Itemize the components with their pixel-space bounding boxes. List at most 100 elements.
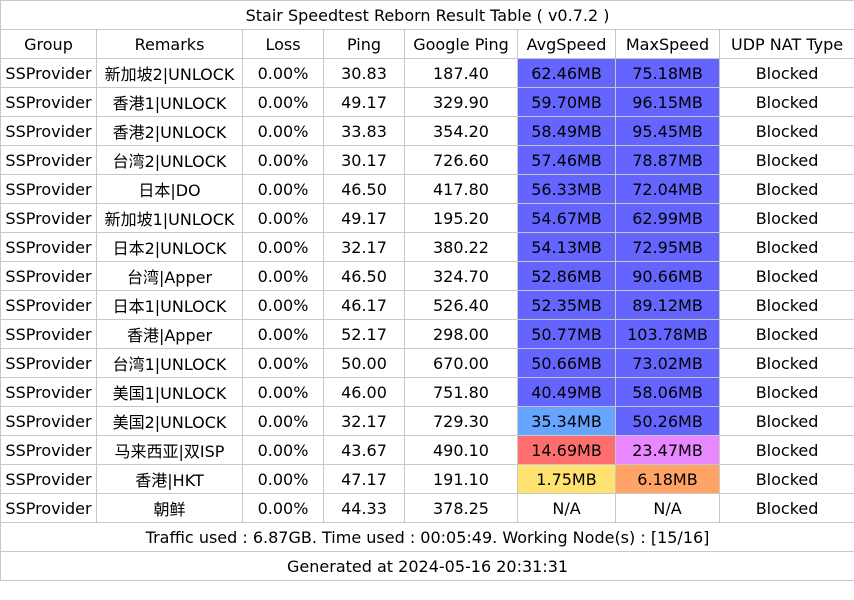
cell-loss: 0.00% <box>242 87 324 117</box>
cell-remarks: 朝鲜 <box>96 493 243 523</box>
cell-avg-speed: 56.33MB <box>517 174 616 204</box>
table-row: SSProvider 美国2|UNLOCK 0.00% 32.17 729.30 35.3… <box>0 406 854 436</box>
cell-max-speed: 73.02MB <box>615 348 720 378</box>
cell-max-speed: 72.95MB <box>615 232 720 262</box>
col-header-udp-nat-type: UDP NAT Type <box>718 29 854 59</box>
cell-avg-speed: N/A <box>517 493 616 523</box>
cell-loss: 0.00% <box>242 493 324 523</box>
cell-ping: 33.83 <box>323 116 405 146</box>
col-header-avg-speed: AvgSpeed <box>517 29 616 59</box>
cell-udp-nat-type: Blocked <box>718 377 854 407</box>
table-row: SSProvider 马来西亚|双ISP 0.00% 43.67 490.10 14.69… <box>0 435 854 465</box>
col-header-group: Group <box>0 29 97 59</box>
cell-google-ping: 195.20 <box>404 203 518 233</box>
cell-ping: 47.17 <box>323 464 405 494</box>
cell-ping: 50.00 <box>323 348 405 378</box>
cell-google-ping: 729.30 <box>404 406 518 436</box>
cell-remarks: 美国2|UNLOCK <box>96 406 243 436</box>
cell-remarks: 日本2|UNLOCK <box>96 232 243 262</box>
traffic-summary: Traffic used : 6.87GB. Time used : 00:05… <box>0 522 854 552</box>
table-row: SSProvider 香港|Apper 0.00% 52.17 298.00 50.77M… <box>0 319 854 349</box>
cell-max-speed: 62.99MB <box>615 203 720 233</box>
cell-ping: 46.50 <box>323 174 405 204</box>
cell-loss: 0.00% <box>242 116 324 146</box>
cell-udp-nat-type: Blocked <box>718 58 854 88</box>
cell-avg-speed: 54.67MB <box>517 203 616 233</box>
cell-ping: 44.33 <box>323 493 405 523</box>
cell-avg-speed: 50.77MB <box>517 319 616 349</box>
cell-max-speed: 89.12MB <box>615 290 720 320</box>
cell-remarks: 日本|DO <box>96 174 243 204</box>
cell-max-speed: 96.15MB <box>615 87 720 117</box>
cell-max-speed: 58.06MB <box>615 377 720 407</box>
cell-max-speed: 23.47MB <box>615 435 720 465</box>
cell-udp-nat-type: Blocked <box>718 203 854 233</box>
cell-group: SSProvider <box>0 174 97 204</box>
cell-avg-speed: 14.69MB <box>517 435 616 465</box>
col-header-ping: Ping <box>323 29 405 59</box>
cell-avg-speed: 40.49MB <box>517 377 616 407</box>
cell-udp-nat-type: Blocked <box>718 145 854 175</box>
table-row: SSProvider 朝鲜 0.00% 44.33 378.25 N/A N/A Blocke… <box>0 493 854 523</box>
table-title: Stair Speedtest Reborn Result Table ( v0… <box>0 0 854 30</box>
cell-max-speed: 6.18MB <box>615 464 720 494</box>
cell-group: SSProvider <box>0 348 97 378</box>
cell-avg-speed: 52.86MB <box>517 261 616 291</box>
cell-avg-speed: 54.13MB <box>517 232 616 262</box>
cell-ping: 46.50 <box>323 261 405 291</box>
cell-loss: 0.00% <box>242 435 324 465</box>
cell-max-speed: N/A <box>615 493 720 523</box>
cell-avg-speed: 35.34MB <box>517 406 616 436</box>
cell-remarks: 台湾1|UNLOCK <box>96 348 243 378</box>
cell-loss: 0.00% <box>242 174 324 204</box>
cell-ping: 30.83 <box>323 58 405 88</box>
col-header-remarks: Remarks <box>96 29 243 59</box>
cell-remarks: 马来西亚|双ISP <box>96 435 243 465</box>
cell-loss: 0.00% <box>242 464 324 494</box>
cell-remarks: 台湾|Apper <box>96 261 243 291</box>
cell-google-ping: 324.70 <box>404 261 518 291</box>
cell-group: SSProvider <box>0 406 97 436</box>
table-row: SSProvider 新加坡2|UNLOCK 0.00% 30.83 187.40 62.… <box>0 58 854 88</box>
cell-remarks: 台湾2|UNLOCK <box>96 145 243 175</box>
cell-max-speed: 78.87MB <box>615 145 720 175</box>
table-row: SSProvider 日本1|UNLOCK 0.00% 46.17 526.40 52.3… <box>0 290 854 320</box>
cell-ping: 32.17 <box>323 232 405 262</box>
cell-loss: 0.00% <box>242 319 324 349</box>
cell-group: SSProvider <box>0 232 97 262</box>
table-row: SSProvider 香港|HKT 0.00% 47.17 191.10 1.75MB 6.… <box>0 464 854 494</box>
col-header-loss: Loss <box>242 29 324 59</box>
cell-group: SSProvider <box>0 319 97 349</box>
cell-group: SSProvider <box>0 58 97 88</box>
cell-group: SSProvider <box>0 145 97 175</box>
cell-udp-nat-type: Blocked <box>718 290 854 320</box>
cell-udp-nat-type: Blocked <box>718 464 854 494</box>
cell-udp-nat-type: Blocked <box>718 319 854 349</box>
cell-ping: 32.17 <box>323 406 405 436</box>
cell-ping: 46.00 <box>323 377 405 407</box>
cell-avg-speed: 52.35MB <box>517 290 616 320</box>
cell-google-ping: 526.40 <box>404 290 518 320</box>
table-row: SSProvider 日本2|UNLOCK 0.00% 32.17 380.22 54.1… <box>0 232 854 262</box>
table-row: SSProvider 台湾2|UNLOCK 0.00% 30.17 726.60 57.4… <box>0 145 854 175</box>
cell-avg-speed: 59.70MB <box>517 87 616 117</box>
header-row: Group Remarks Loss Ping Google Ping AvgS… <box>0 29 854 59</box>
cell-loss: 0.00% <box>242 261 324 291</box>
cell-max-speed: 90.66MB <box>615 261 720 291</box>
title-row: Stair Speedtest Reborn Result Table ( v0… <box>0 0 854 30</box>
cell-max-speed: 75.18MB <box>615 58 720 88</box>
cell-loss: 0.00% <box>242 58 324 88</box>
cell-group: SSProvider <box>0 290 97 320</box>
cell-loss: 0.00% <box>242 406 324 436</box>
cell-google-ping: 298.00 <box>404 319 518 349</box>
result-table: Stair Speedtest Reborn Result Table ( v0… <box>0 0 854 581</box>
table-row: SSProvider 香港2|UNLOCK 0.00% 33.83 354.20 58.4… <box>0 116 854 146</box>
col-header-max-speed: MaxSpeed <box>615 29 720 59</box>
cell-ping: 49.17 <box>323 87 405 117</box>
cell-avg-speed: 50.66MB <box>517 348 616 378</box>
footer-generated-row: Generated at 2024-05-16 20:31:31 <box>0 551 854 581</box>
cell-loss: 0.00% <box>242 203 324 233</box>
cell-google-ping: 329.90 <box>404 87 518 117</box>
table-body: SSProvider 新加坡2|UNLOCK 0.00% 30.83 187.40 62.… <box>0 58 854 523</box>
cell-avg-speed: 57.46MB <box>517 145 616 175</box>
